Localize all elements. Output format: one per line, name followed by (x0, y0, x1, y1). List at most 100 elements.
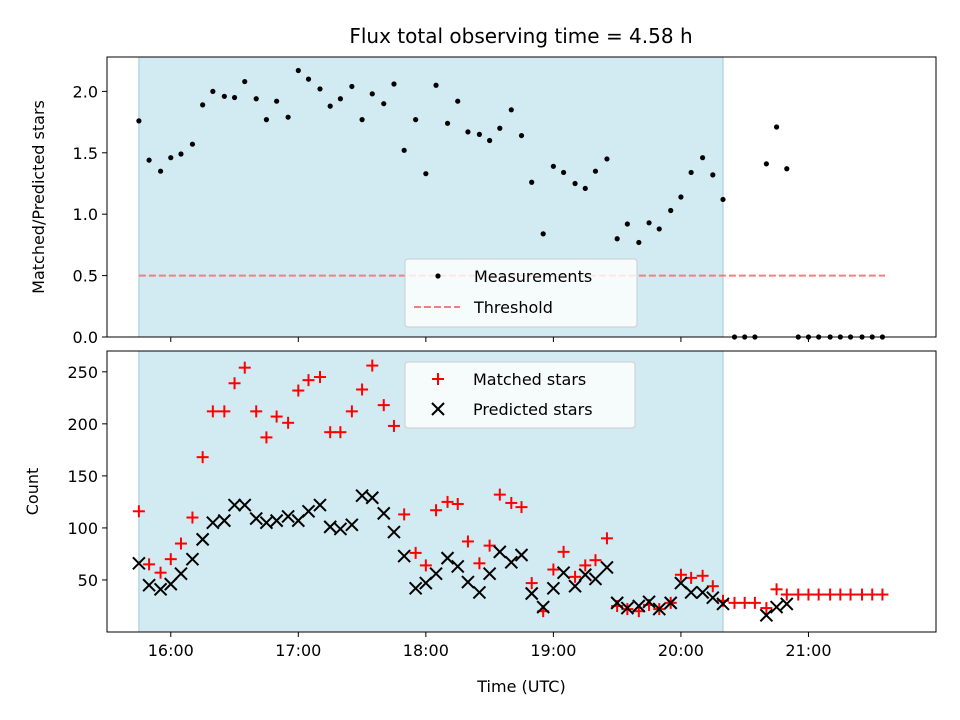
matched-star-point (493, 488, 506, 501)
bottom-predicted-points (132, 488, 794, 623)
measurement-point (146, 157, 152, 163)
matched-star-point (218, 405, 231, 418)
measurement-point (242, 78, 248, 85)
measurement-point (381, 101, 387, 107)
measurement-point (700, 155, 706, 161)
predicted-star-point-b (493, 545, 507, 559)
predicted-star-point-b (195, 532, 210, 547)
bottom-axes-frame (106, 350, 937, 633)
measurement-point (636, 239, 642, 246)
predicted-star-point-b (408, 581, 423, 595)
predicted-star-point (780, 597, 794, 611)
matched-star-point (451, 497, 464, 510)
matched-star-point (282, 416, 295, 429)
predicted-star-point (281, 509, 295, 524)
matched-star-point (419, 559, 432, 572)
bottom-x-tick-label: 18:00 (403, 641, 449, 660)
predicted-star-point (546, 581, 561, 595)
matched-star-point (706, 580, 719, 593)
measurement-point (572, 180, 578, 187)
predicted-star-point-b (227, 498, 242, 512)
bottom-panel: 16:00 17:00 18:00 19:00 20:00 21:00 50 100 150 2… (23, 350, 937, 696)
matched-star-point (515, 501, 528, 514)
matched-star-point (313, 371, 326, 384)
predicted-star-point (632, 599, 646, 613)
predicted-star-point-b (132, 556, 146, 571)
predicted-star-point-b (556, 565, 571, 580)
predicted-star-point (132, 556, 146, 571)
measurement-point (582, 185, 588, 192)
measurement-point (253, 96, 259, 102)
measurement-point (413, 117, 419, 123)
predicted-star-point-b (301, 504, 316, 518)
bottom-legend-box (404, 361, 636, 429)
matched-star-point (174, 537, 187, 550)
predicted-star-point (174, 567, 188, 581)
measurement-point (369, 91, 375, 97)
predicted-star-point (206, 516, 220, 530)
predicted-star-point (451, 559, 465, 574)
matched-star-point (728, 596, 741, 609)
predicted-star-point-b (716, 597, 730, 611)
predicted-star-point-b (217, 513, 232, 528)
matched-star-point (844, 588, 857, 601)
predicted-star-point-b (377, 506, 391, 521)
bottom-x-tick-label: 17:00 (275, 641, 321, 660)
matched-star-point (856, 588, 869, 601)
predicted-star-point-b (706, 590, 720, 605)
predicted-star-point-b (684, 585, 698, 600)
matched-star-point (324, 426, 337, 439)
predicted-star-point-b (600, 560, 614, 575)
predicted-star-point-b (269, 513, 284, 528)
predicted-star-point (153, 582, 168, 597)
measurement-point (168, 155, 174, 161)
predicted-star-point (588, 572, 603, 586)
measurement-point (784, 166, 790, 172)
measurement-point (465, 129, 471, 135)
predicted-star-point-b (164, 577, 178, 591)
top-legend-box (404, 258, 638, 328)
measurement-point (773, 124, 780, 130)
predicted-star-point-b (536, 600, 550, 614)
predicted-star-point-b (153, 582, 168, 597)
measurement-point (221, 93, 227, 99)
matched-star-point (441, 495, 454, 508)
bottom-y-axis-label: Count (23, 468, 42, 516)
matched-star-point (780, 588, 793, 601)
predicted-star-point-b (313, 498, 327, 512)
matched-star-point (824, 588, 837, 601)
predicted-star-point (440, 551, 455, 565)
matched-star-point (569, 570, 582, 583)
predicted-star-point-b (769, 600, 784, 614)
bottom-x-tick-label: 21:00 (785, 641, 831, 660)
predicted-star-point-b (620, 601, 635, 615)
matched-star-point (260, 431, 273, 444)
predicted-star-point-b (568, 579, 582, 593)
predicted-star-point (578, 568, 592, 582)
measurement-point (317, 86, 323, 92)
predicted-star-point-b (440, 551, 455, 565)
matched-star-point (398, 508, 411, 521)
matched-star-point (589, 554, 602, 567)
top-y-axis-label: Matched/Predicted stars (29, 100, 48, 294)
top-y-tick-label: 1.5 (73, 144, 98, 163)
predicted-star-point (323, 520, 337, 534)
predicted-star-point-b (546, 581, 561, 595)
top-points (136, 67, 886, 340)
measurement-point (614, 236, 620, 242)
matched-star-point (186, 511, 199, 524)
predicted-star-point (185, 552, 200, 566)
matched-star-point (164, 553, 177, 566)
top-panel: 0.00.51.01.52.0 Matched/Predicted stars … (29, 56, 937, 347)
predicted-star-point (769, 600, 784, 614)
bottom-y-tick-label: 250 (67, 363, 98, 382)
measurement-point (678, 194, 684, 200)
measurement-point (646, 220, 652, 226)
predicted-star-point-b (333, 522, 348, 536)
predicted-star-point (238, 498, 252, 512)
matched-star-point (345, 405, 358, 418)
bottom-legend: Matched stars Predicted stars (404, 361, 636, 429)
legend-label-predicted: Predicted stars (473, 400, 593, 419)
measurement-point (487, 137, 493, 144)
matched-star-point (473, 557, 486, 570)
